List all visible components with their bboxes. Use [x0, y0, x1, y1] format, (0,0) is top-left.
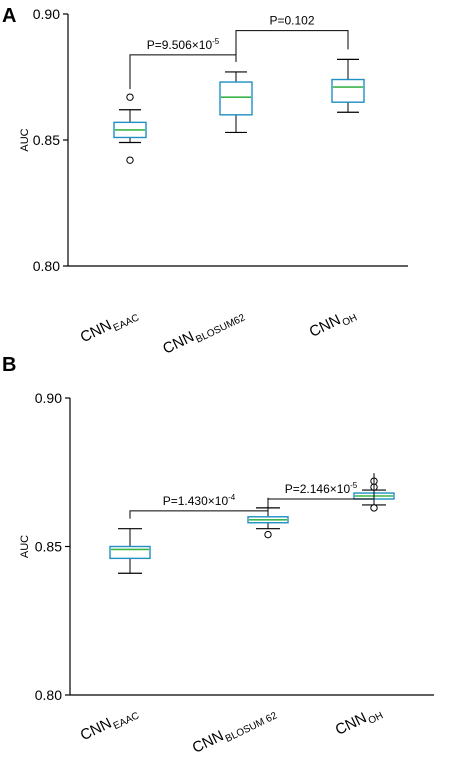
panel-a-p-value-label: P=0.102	[269, 14, 314, 28]
panel-a-y-tick-label: 0.80	[33, 258, 60, 274]
panel-b-bracket-line	[129, 497, 269, 519]
panel-b-y-axis-label: AUC	[19, 535, 31, 558]
panel-b-y-tick-label: 0.85	[35, 539, 62, 555]
panel-b-category-sub: BLOSUM 62	[224, 710, 280, 745]
panel-a-box-3	[331, 58, 365, 113]
panel-b-comparison-bracket-1: P=1.430×10-4	[129, 493, 269, 519]
panel-b-p-value-text: P=2.146×10	[285, 482, 351, 496]
panel-b-p-value-label: P=2.146×10-5	[285, 481, 358, 496]
panel-letter-a: A	[2, 5, 16, 27]
panel-a-comparison-bracket-2: P=0.102	[235, 14, 349, 62]
panel-b-p-value-text: P=1.430×10	[163, 494, 229, 508]
panel-b-box-1	[109, 528, 151, 574]
panel-b-comparison-bracket-2: P=2.146×10-5	[267, 473, 375, 500]
panel-b-p-value-label: P=1.430×10-4	[163, 493, 236, 508]
panel-b-category-sub: EAAC	[112, 710, 141, 732]
panel-b-category-main: CNN	[78, 715, 115, 745]
panel-b-category-sub: OH	[367, 710, 385, 726]
panel-b-y-tick-label: 0.90	[35, 390, 62, 406]
panel-a-category-main: CNN	[307, 311, 344, 341]
panel-a-box-1	[113, 93, 147, 164]
panel-a-bracket-line	[235, 30, 349, 62]
panel-letter-b: B	[2, 354, 16, 376]
panel-b-category-main: CNN	[333, 709, 370, 739]
panel-a-category-label: CNNEAAC	[78, 304, 141, 349]
panel-a-y-tick-label: 0.90	[33, 6, 60, 22]
panel-b-box-2	[247, 507, 289, 539]
panel-a-category-label: CNNOH	[307, 304, 359, 343]
panel-a-box-rect	[331, 78, 365, 103]
panel-b-p-value-exponent: -4	[228, 493, 236, 502]
panel-b-box-rect	[109, 545, 151, 560]
panel-b-outlier-point	[264, 530, 272, 539]
panel-a-y-axis-label: AUC	[19, 128, 31, 151]
panel-a-comparison-bracket-1: P=9.506×10-5	[129, 37, 237, 90]
panel-b-category-label: CNNBLOSUM 62	[190, 702, 280, 759]
panel-a-p-value-label: P=9.506×10-5	[147, 37, 220, 52]
panel-a-outlier-point	[126, 156, 134, 164]
panel-a-box-2	[219, 71, 253, 134]
panel-a-p-value-text: P=9.506×10	[147, 38, 213, 52]
panel-a-y-tick-label: 0.85	[33, 132, 60, 148]
panel-a-box-rect	[219, 81, 253, 116]
panel-a-outlier-point	[126, 93, 134, 101]
panel-a-p-value-exponent: -5	[212, 37, 220, 46]
panel-b-outlier-point	[370, 504, 378, 512]
panel-a-category-sub: OH	[341, 312, 359, 328]
panel-a-category-main: CNN	[78, 317, 115, 347]
panel-a-category-sub: EAAC	[112, 312, 141, 334]
panel-b-p-value-exponent: -5	[350, 481, 358, 490]
panel-a-category-label: CNNBLOSUM62	[160, 304, 247, 360]
panel-a-category-sub: BLOSUM62	[194, 312, 247, 345]
panel-b-category-label: CNNEAAC	[78, 702, 141, 747]
panel-a-p-value-text: P=0.102	[269, 14, 314, 28]
panel-a-category-main: CNN	[160, 328, 197, 358]
panel-b-category-label: CNNOH	[333, 702, 385, 741]
panel-b-y-tick-label: 0.80	[35, 687, 62, 703]
panel-b-category-main: CNN	[190, 727, 227, 757]
panel-b-bracket-line	[267, 473, 375, 500]
